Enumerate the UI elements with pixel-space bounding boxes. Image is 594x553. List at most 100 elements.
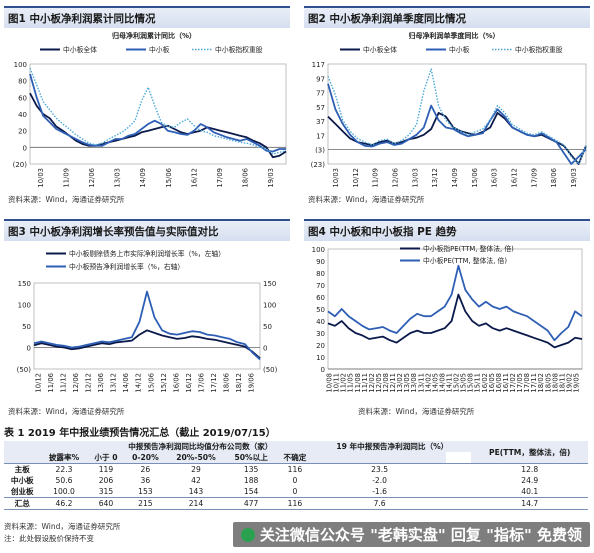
series-line: [327, 293, 583, 349]
y-tick-label: 100: [14, 61, 27, 69]
x-tick-label: 14/09: [139, 168, 147, 188]
y-tick-label: 0: [23, 144, 27, 152]
table-cell: 40.1: [521, 487, 539, 496]
legend-label: 中小板PE(TTM, 整体法, 倍): [423, 256, 507, 265]
x-tick-label: 18/05: [544, 373, 552, 393]
table-cell: 153: [138, 487, 153, 496]
x-tick-label: 17/12: [210, 373, 218, 393]
x-tick-label: 18/08: [551, 373, 559, 393]
table1-col-lt0: 小于 0: [94, 453, 118, 462]
plot-frame: [29, 63, 287, 165]
legend-label: 中小板预告净利润增长率（%，右轴）: [69, 262, 184, 271]
x-tick-label: 16/11: [502, 373, 510, 393]
table-cell: 135: [243, 465, 259, 474]
row-label: 汇总: [14, 499, 30, 508]
x-tick-label: 16/02: [481, 373, 489, 393]
x-tick-label: 15/11: [474, 373, 482, 393]
x-tick-label: 16/03: [491, 168, 499, 188]
table-cell: 0: [292, 476, 298, 485]
x-tick-label: 18/12: [235, 373, 243, 393]
wechat-icon: [240, 528, 255, 542]
x-tick-label: 11/09: [372, 168, 380, 188]
fig2-panel: 图2 中小板净利润单季度同比情况 117 97 77 57 37 17 (3) (23) 10/…: [304, 6, 590, 206]
y2-tick-label: 150: [263, 280, 276, 288]
table-cell: 477: [243, 499, 259, 508]
y2-tick-label: 0: [263, 345, 267, 353]
y-tick-label: 0: [27, 345, 31, 353]
x-tick-label: 19/03: [570, 168, 578, 188]
table-cell: 24.9: [521, 476, 539, 485]
x-tick-label: 14/08: [438, 373, 446, 393]
x-tick-label: 17/09: [530, 168, 538, 188]
x-tick-label: 15/05: [460, 373, 468, 393]
x-tick-label: 14/06: [122, 373, 130, 393]
table1-title: 表 1 2019 年中报业绩预告情况汇总（截止 2019/07/15）: [4, 428, 276, 439]
series-line: [29, 67, 287, 155]
table-cell: 143: [188, 487, 204, 496]
y-tick-label: 60: [316, 294, 325, 302]
y-tick-label: 60: [18, 94, 27, 102]
y-tick-label: 100: [312, 246, 325, 254]
x-tick-label: 17/09: [216, 168, 224, 188]
x-tick-label: 16/12: [185, 373, 193, 393]
table-cell: 116: [287, 499, 303, 508]
table1-header-pe: PE(TTM，整体法，倍): [489, 447, 571, 457]
table1-header-group-a: 中报预告净利润同比均值分布公司数（家）: [128, 442, 273, 451]
table1-col-20-50: 20%-50%: [176, 453, 216, 462]
x-tick-label: 17/08: [523, 373, 531, 393]
x-tick-label: 12/11: [389, 373, 397, 393]
table-row: 创业板 100.0 315 153 143 154 0 -1.6 40.1: [4, 486, 588, 498]
y-tick-label: (23): [311, 161, 326, 169]
x-tick-label: 11/09: [62, 168, 70, 188]
table-cell: 100.0: [53, 487, 75, 496]
table-cell: 26: [140, 465, 151, 474]
legend-label: 中小板全体: [63, 45, 97, 54]
table-cell: 42: [191, 476, 201, 485]
table1: 中报预告净利润同比均值分布公司数（家） 19 年中报预告净利润同比（%） PE(…: [4, 441, 588, 510]
legend-label: 中小板指权重股: [215, 45, 263, 54]
x-tick-label: 14/09: [451, 168, 459, 188]
y-tick-label: 0: [321, 366, 325, 374]
table-cell: 29: [191, 465, 201, 474]
table-cell: [446, 464, 471, 476]
row-label: 中小板: [10, 476, 34, 485]
series-line: [33, 329, 261, 359]
table1-col-0-20: 0-20%: [132, 453, 159, 462]
y-tick-label: 77: [316, 90, 325, 98]
x-tick-label: 14/12: [135, 373, 143, 393]
table1-col-gt50: 50%以上: [234, 453, 268, 462]
y-tick-label: 50: [316, 306, 325, 314]
x-tick-label: 13/03: [411, 168, 419, 188]
x-tick-label: 12/06: [88, 168, 96, 188]
table-cell: 12.8: [521, 465, 539, 474]
x-tick-label: 11/08: [354, 373, 362, 393]
table-cell: 214: [188, 499, 204, 508]
legend-label: 中小板: [149, 45, 170, 54]
table-cell: 22.3: [55, 465, 73, 474]
x-tick-label: 13/08: [410, 373, 418, 393]
table1-col-uncertain: 不确定: [283, 453, 307, 462]
x-tick-label: 11/06: [47, 373, 55, 393]
table-cell: 188: [243, 476, 259, 485]
table-cell: 50.6: [55, 476, 73, 485]
legend-label: 中小板: [449, 45, 470, 54]
table-cell: 46.2: [55, 499, 73, 508]
x-tick-label: 19/02: [565, 373, 573, 393]
x-tick-label: 10/03: [332, 168, 340, 188]
fig1-source: 资料来源：Wind，海通证券研究所: [8, 195, 125, 204]
chart-title: 归母净利润累计同比（%）: [112, 31, 196, 40]
table1-header-row: 披露率% 小于 0 0-20% 20%-50% 50%以上 不确定: [4, 452, 588, 464]
fig1-chart: 100 80 60 40 20 0 (20) 10/03 11/09 12/06 13/03 14/0…: [13, 31, 287, 188]
x-tick-label: 15/08: [467, 373, 475, 393]
y-tick-label: 20: [18, 128, 27, 136]
fig4-panel: 图4 中小板和中小板指 PE 趋势 100 90 80 70 60 50 40 30 20 10 0…: [304, 219, 590, 419]
table-row: 主板 22.3 119 26 29 135 116 23.5 12.8: [4, 464, 588, 476]
chart-title: 归母净利润单季度同比（%）: [408, 31, 499, 40]
series-line: [327, 68, 587, 165]
table-cell: [446, 486, 471, 498]
x-tick-label: 14/11: [445, 373, 453, 393]
x-tick-label: 10/12: [34, 373, 42, 393]
table-cell: 215: [138, 499, 153, 508]
